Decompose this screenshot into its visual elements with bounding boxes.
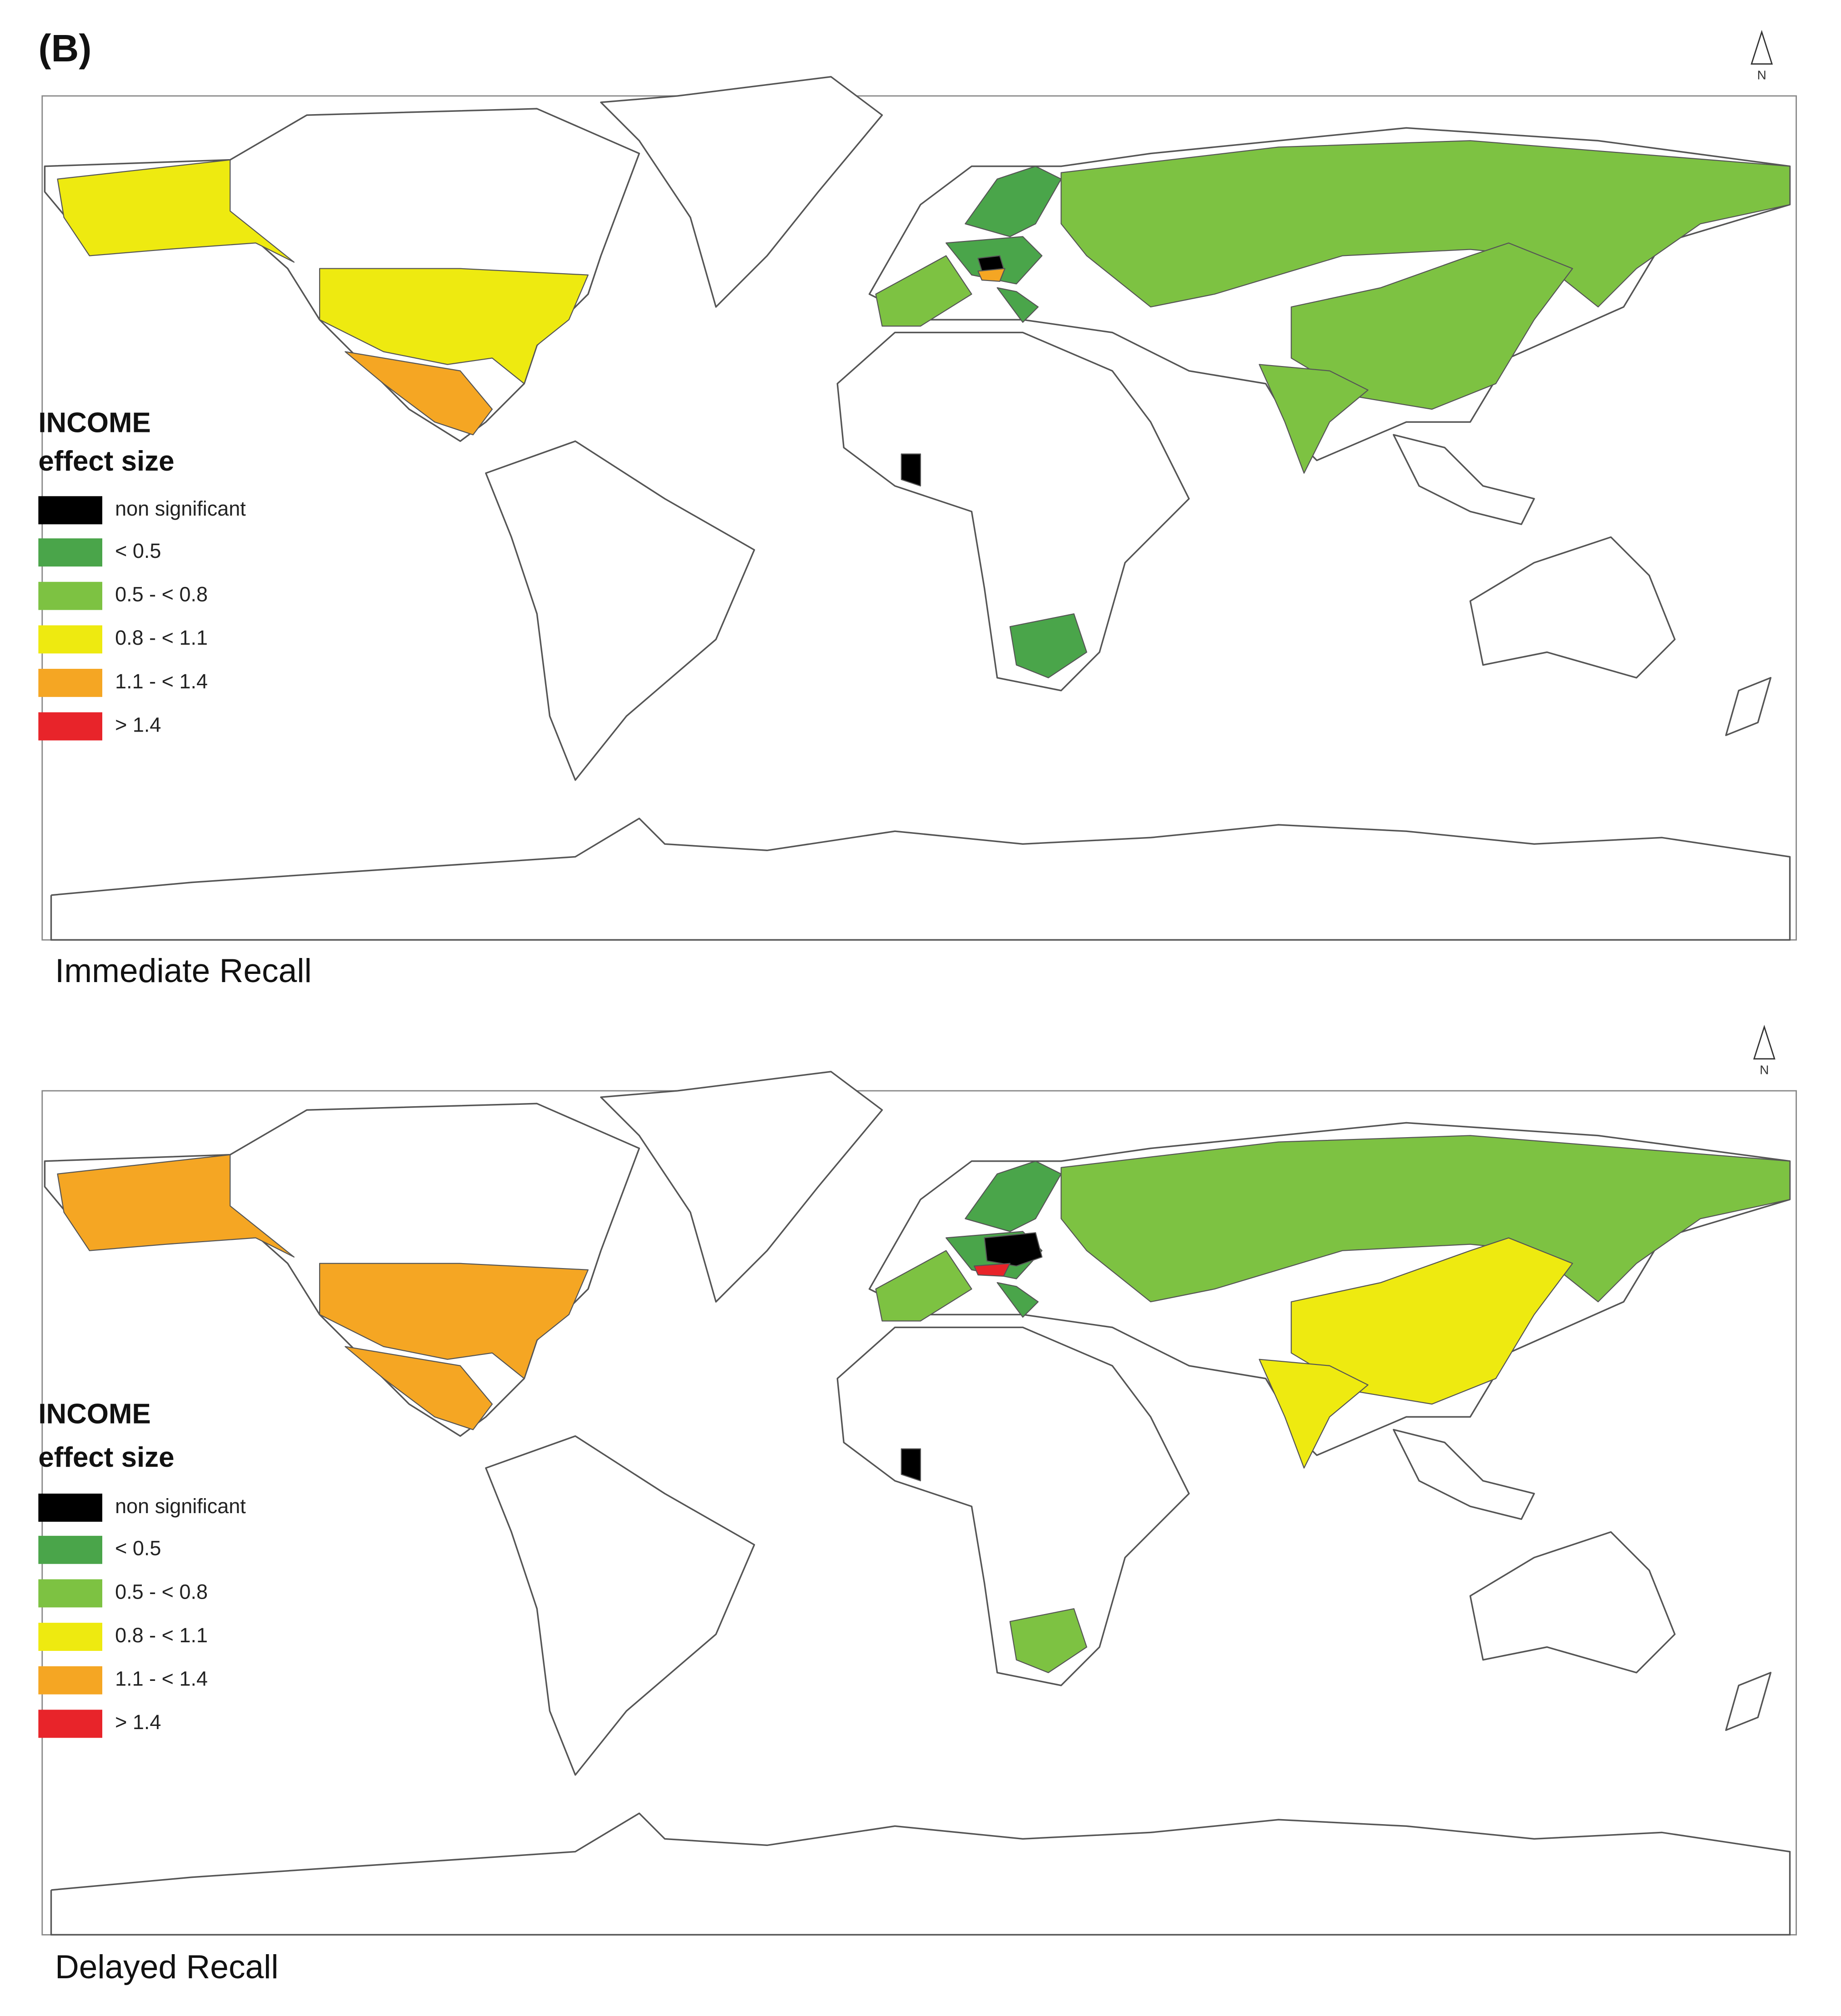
figure-label: (B) [38, 27, 91, 70]
legend-title: INCOME [38, 407, 150, 439]
north-arrow-shape [1753, 1024, 1776, 1060]
country [1009, 613, 1087, 678]
country [1009, 1608, 1087, 1673]
legend-label: 0.8 - < 1.1 [115, 626, 208, 649]
north-arrow: N [1753, 1024, 1776, 1077]
legend-subtitle: effect size [38, 446, 174, 477]
country [996, 1282, 1039, 1318]
country [57, 1154, 295, 1258]
country [875, 1250, 972, 1322]
country [1259, 364, 1369, 474]
country [345, 351, 493, 436]
map-panel: N INCOME effect size non significant < 0… [38, 30, 1797, 989]
legend-swatch [38, 1623, 102, 1651]
country [57, 159, 295, 263]
country [900, 1448, 921, 1482]
legend-label: > 1.4 [115, 713, 161, 736]
legend-subtitle: effect size [38, 1442, 174, 1473]
legend-title: INCOME [38, 1398, 150, 1429]
north-arrow-shape [1751, 30, 1773, 65]
country [965, 1160, 1062, 1232]
legend-swatch [38, 1535, 102, 1564]
country [1259, 1359, 1369, 1469]
north-arrow: N [1751, 30, 1773, 82]
legend-swatch [38, 582, 102, 610]
legend-swatch [38, 1710, 102, 1738]
legend-label: 1.1 - < 1.4 [115, 1667, 208, 1690]
legend-swatch [38, 1494, 102, 1522]
legend: INCOME effect size non significant < 0.5… [38, 407, 246, 741]
country [1061, 1135, 1791, 1303]
panel-caption: Delayed Recall [55, 1949, 279, 1986]
country [984, 1232, 1043, 1267]
country [345, 1346, 493, 1430]
legend-swatch [38, 668, 102, 697]
map-panel: N INCOME effect size non significant < 0… [38, 1024, 1797, 1986]
legend-label: 1.1 - < 1.4 [115, 670, 208, 693]
legend-label: 0.5 - < 0.8 [115, 583, 208, 606]
country [875, 255, 972, 327]
north-label: N [1760, 1063, 1769, 1077]
legend-label: non significant [115, 1494, 246, 1518]
legend-swatch [38, 1666, 102, 1695]
north-label: N [1757, 68, 1766, 82]
country [996, 287, 1039, 323]
panel-caption: Immediate Recall [55, 953, 312, 989]
country [974, 1263, 1011, 1277]
legend-swatch [38, 496, 102, 525]
legend-swatch [38, 1579, 102, 1608]
legend-label: 0.5 - < 0.8 [115, 1580, 208, 1603]
legend-label: 0.8 - < 1.1 [115, 1624, 208, 1647]
country [965, 165, 1062, 237]
country [1061, 140, 1791, 308]
legend-swatch [38, 538, 102, 567]
legend-label: > 1.4 [115, 1710, 161, 1734]
country [900, 453, 921, 486]
legend-swatch [38, 625, 102, 654]
legend-label: < 0.5 [115, 1537, 161, 1560]
legend: INCOME effect size non significant < 0.5… [38, 1398, 246, 1738]
country [319, 268, 589, 384]
legend-label: < 0.5 [115, 539, 161, 562]
country [319, 1263, 589, 1379]
legend-label: non significant [115, 497, 246, 520]
country [977, 268, 1006, 282]
legend-swatch [38, 712, 102, 741]
